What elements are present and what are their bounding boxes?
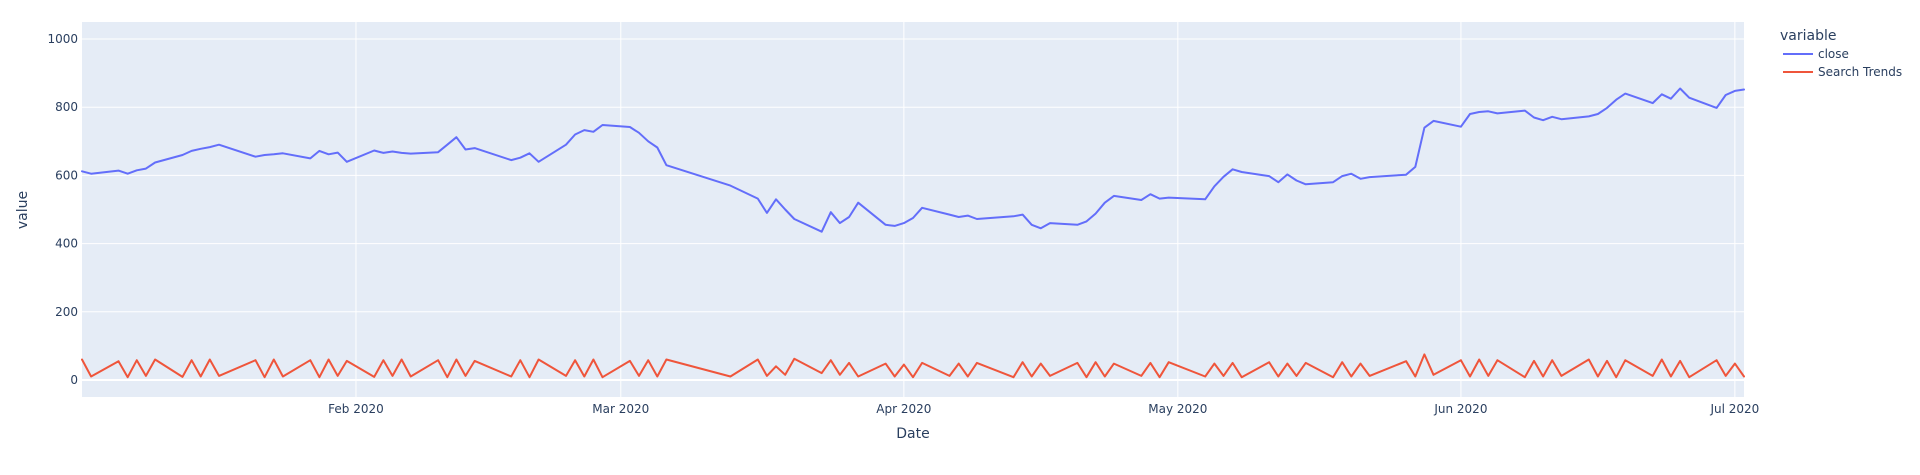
x-tick-label: Apr 2020 <box>876 402 931 416</box>
y-tick-label: 200 <box>55 305 78 319</box>
legend-label-search-trends: Search Trends <box>1818 65 1902 79</box>
grid-layer <box>82 22 1744 397</box>
x-tick-label: May 2020 <box>1148 402 1207 416</box>
series-layer <box>81 87 1745 379</box>
legend-title: variable <box>1780 28 1836 44</box>
plot-background <box>82 22 1744 397</box>
x-tick-label: Feb 2020 <box>328 402 384 416</box>
x-tick-label: Mar 2020 <box>592 402 649 416</box>
y-tick-label: 800 <box>55 100 78 114</box>
y-tick-label: 1000 <box>47 32 78 46</box>
y-tick-label: 400 <box>55 237 78 251</box>
series-line-close <box>81 87 1745 233</box>
y-tick-label: 600 <box>55 168 78 182</box>
x-tick-label: Jul 2020 <box>1709 402 1759 416</box>
legend: variable close Search Trends <box>1780 28 1902 79</box>
y-tick-labels: 0 200 400 600 800 1000 <box>47 32 78 387</box>
x-axis-title: Date <box>896 426 929 442</box>
y-axis-title: value <box>15 191 31 229</box>
x-tick-labels: Feb 2020 Mar 2020 Apr 2020 May 2020 Jun 2020… <box>328 402 1759 416</box>
legend-label-close: close <box>1818 47 1849 61</box>
x-tick-label: Jun 2020 <box>1433 402 1487 416</box>
y-tick-label: 0 <box>70 373 78 387</box>
series-line-search-trends <box>81 353 1745 379</box>
